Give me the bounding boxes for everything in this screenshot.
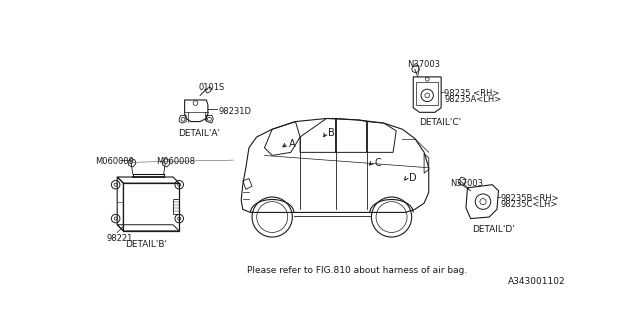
Text: D: D [408,173,416,183]
Text: 98235A<LH>: 98235A<LH> [444,95,502,104]
Text: Please refer to FIG.810 about harness of air bag.: Please refer to FIG.810 about harness of… [246,266,467,275]
Text: M060009: M060009 [95,157,134,166]
Text: M060008: M060008 [156,157,195,166]
Text: C: C [374,158,381,168]
Text: DETAIL'A': DETAIL'A' [179,129,220,138]
Text: B: B [328,129,335,139]
Text: DETAIL'B': DETAIL'B' [125,240,167,249]
Text: 98231D: 98231D [219,107,252,116]
Text: 98235C<LH>: 98235C<LH> [500,200,557,209]
Text: DETAIL'D': DETAIL'D' [472,225,515,234]
Text: DETAIL'C': DETAIL'C' [419,118,461,127]
Text: A343001102: A343001102 [508,277,565,286]
Text: 98235 <RH>: 98235 <RH> [444,89,500,98]
Text: 0101S: 0101S [198,83,225,92]
Text: A: A [289,139,296,149]
Text: N37003: N37003 [451,179,483,188]
Text: N37003: N37003 [407,60,440,69]
Text: 98221: 98221 [106,234,132,243]
Text: 98235B<RH>: 98235B<RH> [500,194,559,203]
